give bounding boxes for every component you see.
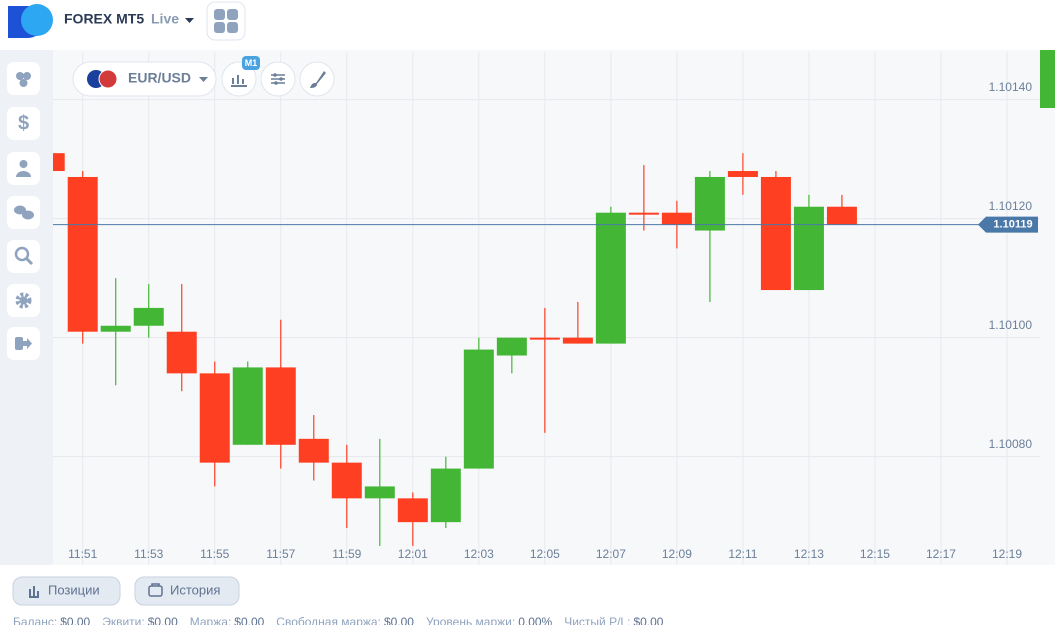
candle-body [595, 212, 626, 344]
sidebar-button[interactable]: $ [7, 107, 40, 140]
x-tick-label: 12:07 [596, 547, 626, 561]
tab-label[interactable]: Позиции [48, 582, 100, 597]
candle-body [463, 349, 494, 469]
summary-label: Маржа: [189, 615, 232, 625]
timeframe-badge [242, 56, 260, 70]
y-tick-label: 1.10120 [989, 199, 1033, 213]
sidebar-button[interactable] [7, 196, 40, 229]
y-tick-label: 1.10080 [989, 437, 1033, 451]
candle-body [562, 337, 593, 344]
side-indicator [1040, 50, 1055, 108]
candle-body [727, 171, 758, 177]
summary-label: Свободная маржа: [276, 615, 381, 625]
candle-body [397, 498, 428, 523]
caret [199, 77, 208, 82]
candle-body [496, 337, 527, 356]
tab-button[interactable] [134, 576, 240, 606]
candle-body [430, 468, 461, 523]
x-tick-label: 12:05 [530, 547, 560, 561]
layout-button[interactable] [206, 1, 246, 41]
summary-label: Чистый P/L: [564, 615, 631, 625]
sidebar-button[interactable] [7, 152, 40, 185]
candle-body [529, 337, 560, 340]
sidebar-button[interactable] [7, 240, 40, 273]
summary-value: $0.00 [60, 615, 91, 625]
candle-body [826, 206, 857, 225]
candle-body [793, 206, 824, 291]
caret [185, 18, 194, 23]
toolbar-button[interactable] [260, 61, 296, 97]
chart-area [53, 50, 1055, 565]
x-tick-label: 12:15 [860, 547, 890, 561]
x-tick-label: 11:51 [68, 547, 97, 561]
x-tick-label: 12:11 [728, 547, 757, 561]
candle-body [331, 462, 362, 499]
current-price-label: 1.10119 [993, 218, 1032, 230]
summary-value: $0.00 [633, 615, 664, 625]
symbol[interactable]: EUR/USD [128, 70, 191, 86]
timeframe[interactable]: M1 [245, 58, 258, 68]
candle-body [232, 367, 263, 445]
symbol-selector[interactable] [72, 61, 217, 97]
candle-body [298, 438, 329, 463]
candle-body [100, 325, 131, 332]
x-tick-label: 11:59 [332, 547, 361, 561]
candle-body [694, 176, 725, 231]
candle-body [133, 307, 164, 326]
y-tick-label: 1.10140 [989, 80, 1033, 94]
tab-button[interactable] [12, 576, 121, 606]
candle-body [265, 367, 296, 445]
x-tick-label: 12:01 [398, 547, 428, 561]
summary-label: Уровень маржи: [425, 615, 516, 625]
summary-value: $0.00 [147, 615, 178, 625]
x-tick-label: 12:19 [992, 547, 1022, 561]
candle-body [199, 373, 230, 463]
toolbar-button[interactable] [299, 61, 335, 97]
summary-value: $0.00 [234, 615, 265, 625]
candle-body [661, 212, 692, 225]
account-summary: Баланс: $0.00 Эквити: $0.00 Маржа: $0.00 Свобо… [13, 615, 675, 625]
summary-value: $0.00 [383, 615, 414, 625]
summary-label: Эквити: [102, 615, 145, 625]
sidebar-button[interactable] [7, 284, 40, 317]
toolbar-button[interactable] [221, 61, 257, 97]
summary-value: 0.00% [518, 615, 553, 625]
summary-label: Баланс: [13, 615, 58, 625]
platform-title[interactable]: FOREX MT5 [64, 11, 144, 27]
candle-body [760, 176, 791, 291]
candle-body [364, 486, 395, 499]
x-tick-label: 12:09 [662, 547, 692, 561]
candle-body [166, 331, 197, 374]
x-tick-label: 11:57 [266, 547, 295, 561]
candle-body [628, 212, 659, 215]
sidebar-button[interactable] [7, 327, 40, 360]
logo [8, 4, 53, 38]
current-price-tag [978, 216, 1038, 233]
tab-label[interactable]: История [170, 582, 220, 597]
x-tick-label: 11:53 [134, 547, 163, 561]
candle-body [53, 153, 65, 172]
x-tick-label: 11:55 [200, 547, 229, 561]
account-mode[interactable]: Live [151, 11, 179, 27]
candle-body [67, 176, 98, 332]
x-tick-label: 12:03 [464, 547, 494, 561]
sidebar-button[interactable] [7, 62, 40, 95]
x-tick-label: 12:17 [926, 547, 956, 561]
y-tick-label: 1.10100 [989, 318, 1033, 332]
x-tick-label: 12:13 [794, 547, 824, 561]
svg-text:$: $ [18, 112, 29, 134]
header-bar [0, 0, 1055, 50]
